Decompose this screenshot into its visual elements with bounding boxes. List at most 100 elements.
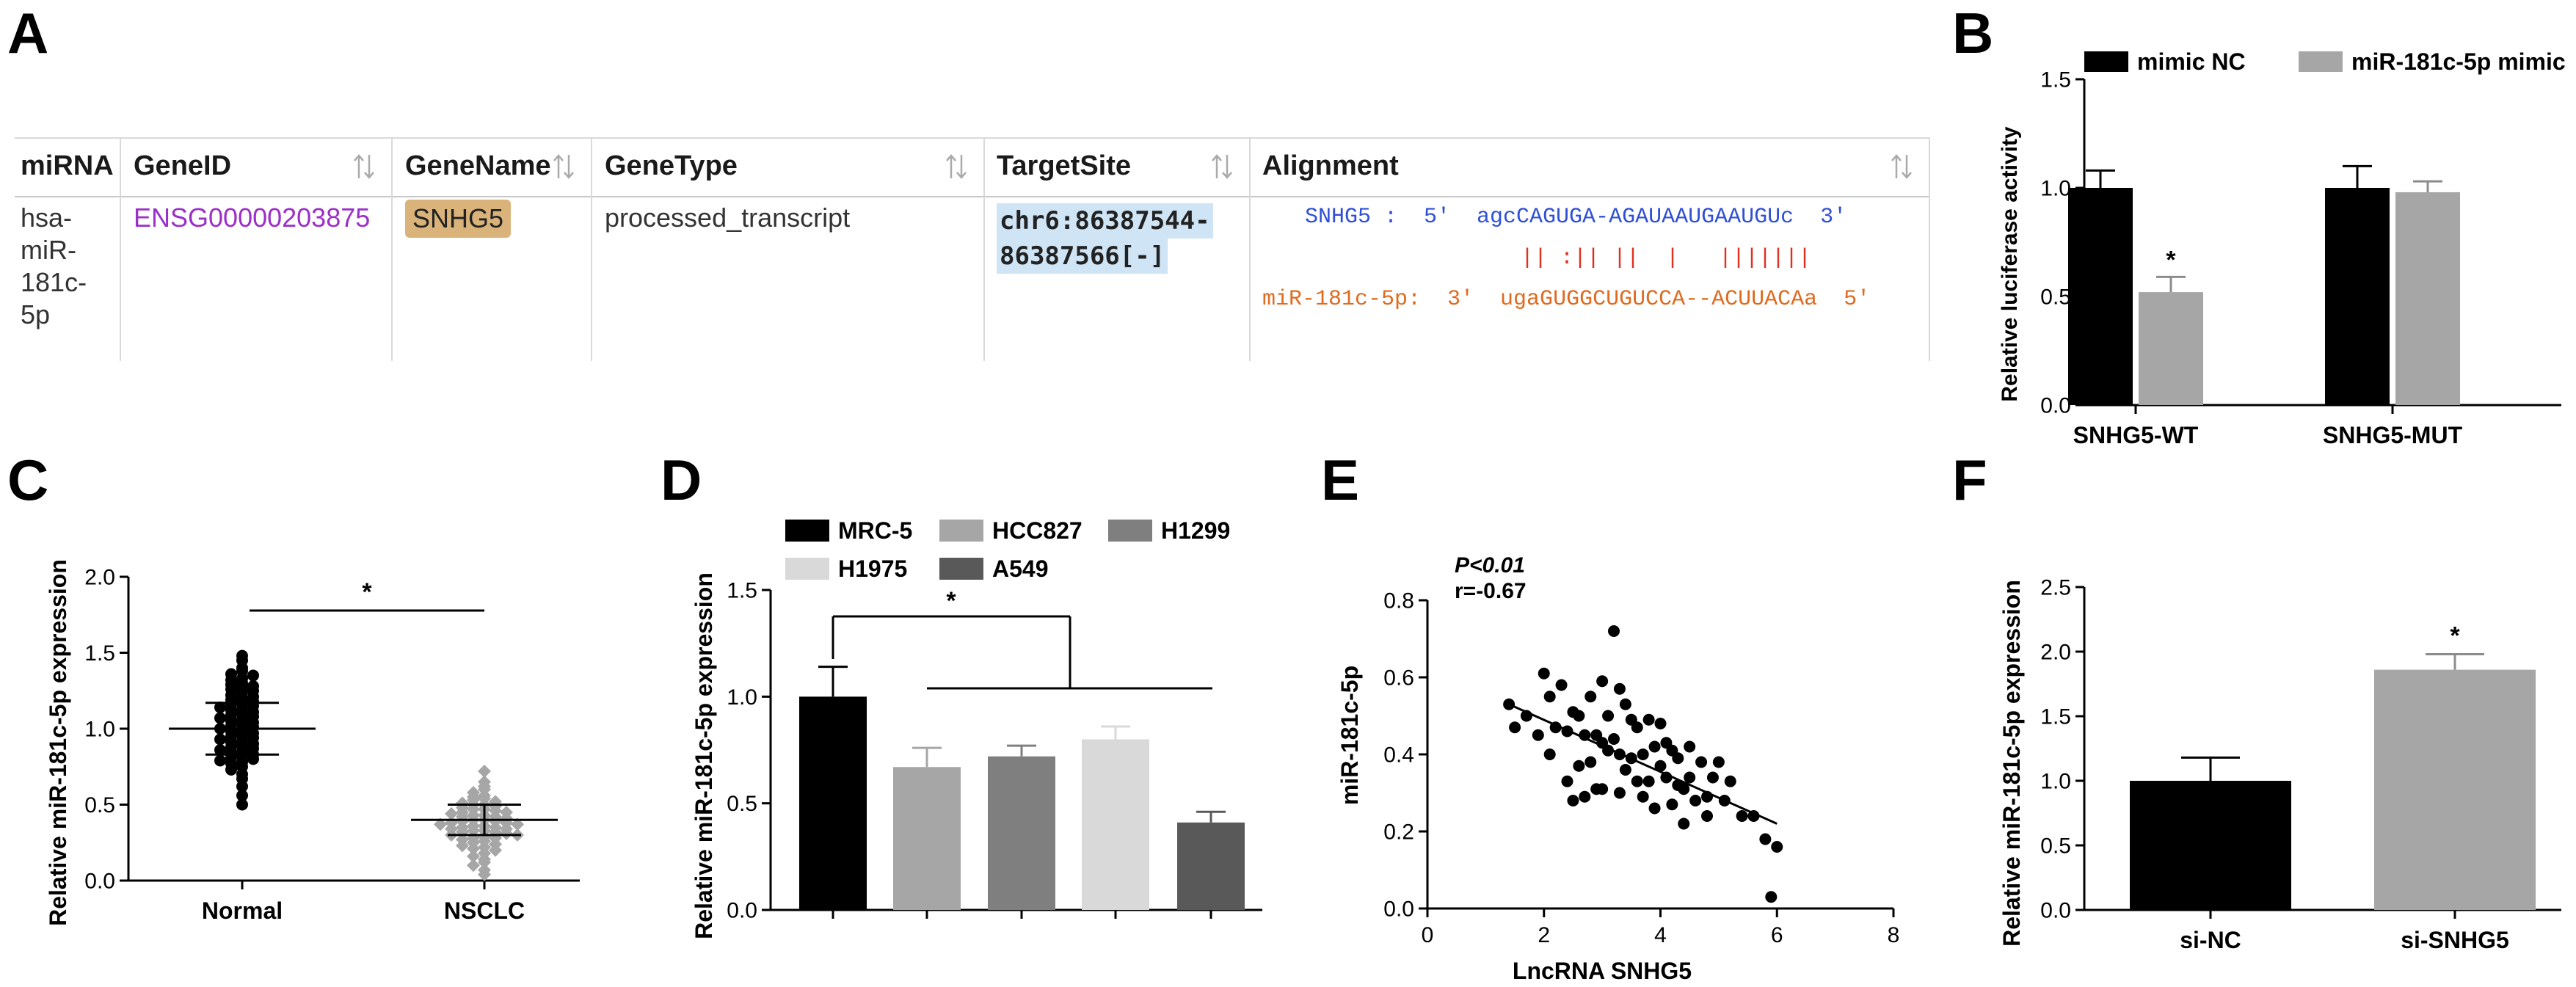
y-tick-label: 0.5 <box>84 793 115 817</box>
y-tick-label: 0.2 <box>1383 820 1414 845</box>
x-tick-label: SNHG5-MUT <box>2323 422 2463 448</box>
sort-icon[interactable] <box>943 152 969 181</box>
legend-swatch-mimic <box>2299 51 2343 72</box>
chart-b-luciferase: mimic NC miR-181c-5p mimic Relative luci… <box>1998 48 2566 448</box>
y-tick-label: 0.4 <box>1383 743 1414 768</box>
column-header-targetsite[interactable]: TargetSite <box>997 150 1132 181</box>
data-point <box>500 826 513 840</box>
data-point <box>1602 710 1615 722</box>
y-axis-label-d: Relative miR-181c-5p expression <box>691 572 717 939</box>
cell-mirna-line: hsa- <box>21 203 73 233</box>
data-point <box>1759 833 1772 845</box>
x-tick-label: 6 <box>1771 923 1783 947</box>
annotation-pvalue: P<0.01 <box>1455 553 1525 578</box>
axes-e: 0.0 0.2 0.4 0.6 0.8 0 2 4 6 8 <box>1383 589 1899 948</box>
data-point <box>1712 756 1725 768</box>
column-header-genetype[interactable]: GeneType <box>605 150 738 181</box>
significance-star: * <box>2450 622 2460 650</box>
data-point <box>1555 679 1568 691</box>
alignment-pairing-marks: || :|| || | ||||||| <box>1521 246 1812 271</box>
legend-d: MRC-5 HCC827 H1299 H1975 A549 <box>785 517 1230 582</box>
data-point <box>1613 787 1626 799</box>
data-point <box>1684 740 1696 753</box>
data-point <box>456 839 469 853</box>
significance-star: * <box>2166 246 2176 274</box>
bar <box>2325 188 2390 405</box>
data-point <box>434 817 447 831</box>
y-axis-label-f: Relative miR-181c-5p expression <box>1998 580 2025 947</box>
x-tick-label: NSCLC <box>444 897 525 924</box>
data-point <box>1608 733 1620 745</box>
bar <box>2395 192 2460 405</box>
legend-label: H1975 <box>838 556 907 582</box>
data-point <box>1695 756 1708 768</box>
column-header-geneid[interactable]: GeneID <box>134 150 232 181</box>
y-tick-label: 1.5 <box>727 579 757 603</box>
significance-star: * <box>946 587 956 615</box>
sort-icon[interactable] <box>1209 152 1235 181</box>
table-top-border <box>15 137 1930 139</box>
sort-icon[interactable] <box>1888 152 1915 181</box>
x-tick-label: si-SNHG5 <box>2401 927 2509 953</box>
data-point <box>1771 841 1783 853</box>
column-header-mirna[interactable]: miRNA <box>21 150 114 181</box>
regression-line <box>1508 703 1778 825</box>
data-point <box>214 712 226 724</box>
table-header-border <box>15 196 1930 197</box>
bar <box>988 756 1055 910</box>
dots-c: * <box>169 578 558 881</box>
bar <box>1177 822 1245 910</box>
y-tick-label: 1.0 <box>84 718 115 742</box>
chart-e-correlation: miR-181c-5p LncRNA SNHG5 P<0.01 r=-0.67 … <box>1336 553 1899 984</box>
cell-mirna-line: 5p <box>21 299 51 329</box>
panel-label-a: A <box>7 1 49 65</box>
data-point <box>1543 749 1556 760</box>
data-point <box>1596 783 1609 795</box>
sort-icon[interactable] <box>351 152 377 181</box>
data-point <box>214 702 226 714</box>
data-point <box>1724 775 1736 787</box>
data-point <box>1532 729 1544 741</box>
data-point <box>214 743 226 756</box>
cell-genename-badge[interactable]: SNHG5 <box>405 200 512 238</box>
cell-geneid-link[interactable]: ENSG00000203875 <box>134 203 371 233</box>
data-point <box>1654 718 1667 729</box>
column-header-alignment[interactable]: Alignment <box>1262 150 1399 181</box>
data-point <box>1538 667 1550 680</box>
y-tick-label: 0.8 <box>1383 589 1414 613</box>
data-point <box>1613 682 1626 695</box>
data-point <box>1672 752 1684 765</box>
legend-label: MRC-5 <box>838 517 912 544</box>
legend-swatch <box>939 558 983 580</box>
data-point <box>478 764 491 778</box>
data-point <box>214 733 226 746</box>
y-tick-label: 1.0 <box>727 685 757 710</box>
data-point <box>1584 756 1597 768</box>
x-tick-label: 8 <box>1888 923 1900 947</box>
sort-icon[interactable] <box>550 152 577 181</box>
y-tick-label: 2.5 <box>2040 576 2071 600</box>
data-point <box>1666 798 1678 811</box>
bars-b: * <box>2068 164 2460 405</box>
data-point <box>1654 760 1667 772</box>
legend-swatch <box>1108 520 1152 542</box>
significance-star: * <box>362 578 372 606</box>
annotation-rvalue: r=-0.67 <box>1455 579 1527 603</box>
data-point <box>1619 698 1631 710</box>
data-point <box>511 817 524 831</box>
column-header-genename[interactable]: GeneName <box>405 150 551 181</box>
data-point <box>1543 691 1556 703</box>
data-point <box>1573 710 1585 722</box>
bar <box>2130 781 2291 910</box>
bar <box>893 767 961 910</box>
data-point <box>214 754 226 767</box>
y-tick-label: 1.0 <box>2040 177 2071 201</box>
cell-targetsite-line: chr6:86387544- <box>997 203 1213 238</box>
legend-label: A549 <box>992 556 1049 582</box>
table-column-divider <box>591 137 592 361</box>
legend-label: H1299 <box>1161 517 1230 544</box>
data-point <box>467 823 480 837</box>
data-point <box>1567 795 1579 806</box>
x-tick-label: 0 <box>1422 923 1434 947</box>
data-point <box>478 856 491 870</box>
